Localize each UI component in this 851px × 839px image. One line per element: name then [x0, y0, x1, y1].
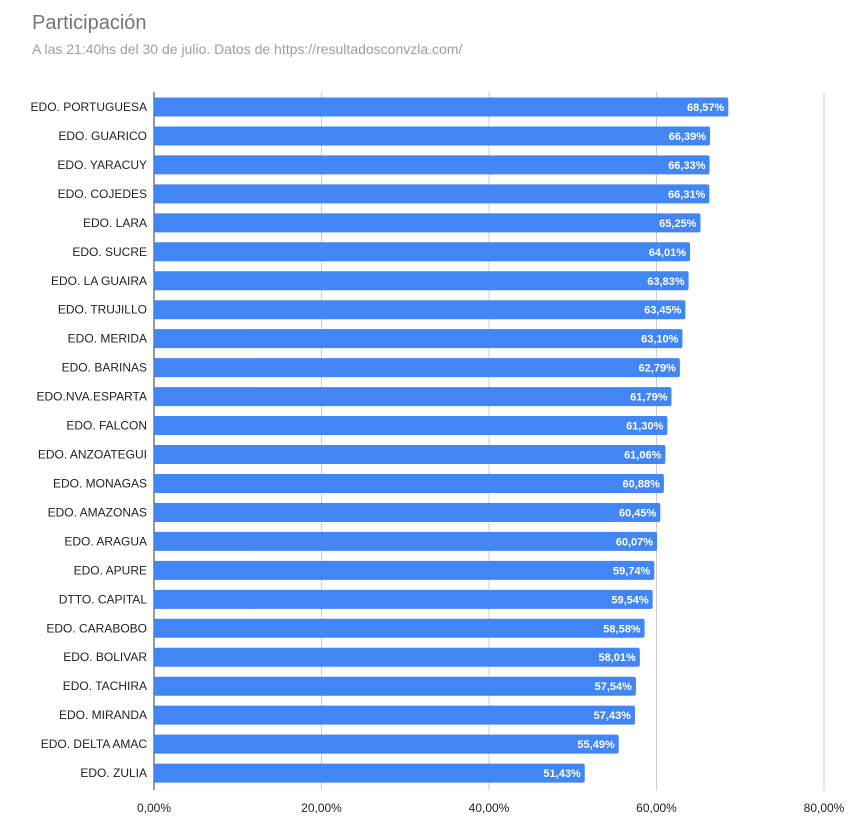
category-label: EDO. APURE	[74, 563, 147, 577]
category-label: EDO. DELTA AMAC	[41, 737, 148, 751]
bar-value-label: 60,45%	[619, 507, 657, 519]
bar	[154, 676, 636, 696]
category-label: EDO. AMAZONAS	[48, 505, 147, 519]
bar	[154, 531, 658, 551]
bar-value-label: 65,25%	[659, 218, 697, 230]
category-label: EDO. ARAGUA	[64, 534, 147, 548]
bar	[154, 416, 668, 436]
category-label: EDO. MIRANDA	[59, 708, 147, 722]
category-label: EDO. GUARICO	[58, 129, 147, 143]
category-label: EDO. TRUJILLO	[58, 303, 147, 317]
category-label: EDO. YARACUY	[57, 158, 147, 172]
bar-value-label: 59,54%	[611, 594, 649, 606]
chart-title: Participación	[32, 12, 147, 34]
bar	[154, 734, 619, 754]
bar-value-label: 61,06%	[624, 450, 662, 462]
gridlines	[153, 92, 825, 790]
bar	[154, 97, 729, 117]
bar	[154, 155, 710, 175]
x-tick-label: 60,00%	[636, 801, 677, 815]
bar	[154, 242, 691, 262]
category-label: EDO. BARINAS	[62, 361, 147, 375]
bar	[154, 589, 653, 609]
category-label: EDO. LARA	[83, 216, 147, 230]
bar	[154, 618, 645, 638]
bar	[154, 502, 661, 522]
bar-value-label: 57,43%	[594, 710, 632, 722]
bar	[154, 271, 689, 291]
category-label: EDO. CARABOBO	[46, 621, 147, 635]
category-label: EDO. LA GUAIRA	[51, 274, 147, 288]
chart-subtitle: A las 21:40hs del 30 de julio. Datos de …	[32, 41, 463, 57]
bar-value-label: 63,45%	[644, 305, 682, 317]
bar-value-label: 66,39%	[669, 131, 707, 143]
bar-value-label: 62,79%	[639, 363, 677, 375]
bar	[154, 763, 585, 783]
x-tick-label: 40,00%	[469, 801, 510, 815]
bar	[154, 126, 711, 146]
category-label: EDO. FALCON	[66, 419, 147, 433]
bar	[154, 300, 686, 320]
bar-value-label: 68,57%	[687, 102, 725, 114]
bar-value-label: 58,58%	[603, 623, 641, 635]
category-label: EDO. TACHIRA	[63, 679, 147, 693]
x-tick-label: 80,00%	[804, 801, 845, 815]
bar-value-label: 58,01%	[599, 652, 637, 664]
bar-value-label: 66,33%	[668, 160, 706, 172]
category-label: EDO. COJEDES	[58, 187, 147, 201]
bar	[154, 358, 680, 378]
bar-value-label: 64,01%	[649, 247, 687, 259]
category-label: DTTO. CAPITAL	[59, 592, 148, 606]
bar	[154, 445, 666, 465]
bar	[154, 387, 672, 407]
bar	[154, 473, 664, 493]
bar-value-label: 63,10%	[641, 334, 679, 346]
x-tick-label: 0,00%	[137, 801, 171, 815]
bar-value-label: 61,30%	[626, 421, 664, 433]
bar-value-label: 63,83%	[647, 276, 685, 288]
bar-value-label: 55,49%	[577, 739, 615, 751]
bar	[154, 184, 710, 204]
category-label: EDO. MONAGAS	[53, 476, 147, 490]
category-label: EDO. PORTUGUESA	[31, 100, 147, 114]
bars	[154, 97, 729, 783]
bar	[154, 329, 683, 349]
x-tick-label: 20,00%	[301, 801, 342, 815]
bar	[154, 647, 640, 667]
labels: 0,00% 20,00% 40,00% 60,00% 80,00% EDO. PORTUG…	[31, 100, 845, 815]
bar-value-label: 60,07%	[616, 536, 654, 548]
category-label: EDO. ZULIA	[80, 766, 147, 780]
bar-value-label: 61,79%	[630, 392, 668, 404]
bar-value-label: 66,31%	[668, 189, 706, 201]
bar-value-label: 51,43%	[543, 768, 581, 780]
category-label: EDO. MERIDA	[68, 332, 147, 346]
category-label: EDO. SUCRE	[72, 245, 147, 259]
category-label: EDO. BOLIVAR	[63, 650, 147, 664]
bar-value-label: 57,54%	[595, 681, 633, 693]
bar	[154, 705, 635, 725]
category-label: EDO. ANZOATEGUI	[38, 448, 147, 462]
bar	[154, 213, 701, 233]
bar-value-label: 59,74%	[613, 565, 651, 577]
bar-value-label: 60,88%	[623, 478, 661, 490]
category-label: EDO.NVA.ESPARTA	[37, 390, 147, 404]
bar	[154, 560, 655, 580]
